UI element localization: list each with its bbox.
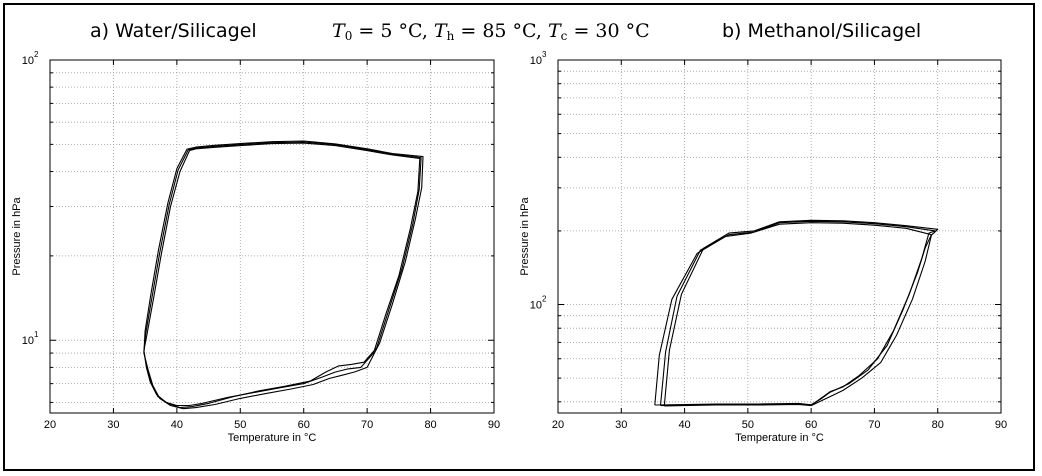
chart-b-series-line-3 [654, 222, 932, 406]
chart-a-series-line-3 [143, 140, 424, 410]
chart-b-ytick-exponent: 3 [542, 50, 547, 59]
chart-b-series-line-2 [659, 220, 936, 407]
chart-b-xtick-label: 80 [932, 419, 944, 431]
chart-b-y-axis-label: Pressure in hPa [519, 196, 531, 275]
chart-b-xtick-label: 40 [678, 419, 690, 431]
chart-a-xtick-label: 40 [171, 419, 183, 431]
chart-a-xtick-label: 70 [361, 419, 373, 431]
chart-b-xtick-label: 30 [615, 419, 627, 431]
conditions-label: T0 = 5 °C, Th = 85 °C, Tc = 30 °C [332, 20, 650, 43]
chart-a-xtick-label: 30 [107, 419, 119, 431]
chart-a-xtick-label: 80 [424, 419, 436, 431]
chart-b-ytick-label: 10 [530, 300, 542, 312]
chart-b-ytick-label: 10 [530, 55, 542, 67]
chart-a-xtick-label: 60 [298, 419, 310, 431]
chart-b-xtick-label: 70 [868, 419, 880, 431]
chart-b-xtick-label: 60 [805, 419, 817, 431]
chart-b-plot-area [557, 59, 1002, 414]
chart-a-ytick-label: 10 [22, 55, 34, 67]
chart-a-ytick-exponent: 2 [34, 50, 39, 59]
chart-a-series-line-1 [143, 142, 421, 407]
figure-frame [3, 3, 1035, 471]
chart-b-xtick-label: 50 [742, 419, 754, 431]
chart-a-title: a) Water/Silicagel [90, 20, 257, 42]
chart-a-xtick-label: 90 [488, 419, 500, 431]
chart-b-ytick-exponent: 2 [542, 295, 547, 304]
chart-b-xtick-label: 20 [552, 419, 564, 431]
chart-a-series-line-2 [143, 141, 422, 409]
chart-a-ytick-exponent: 1 [34, 330, 39, 339]
chart-a-y-axis-label: Pressure in hPa [11, 196, 23, 275]
chart-a-ytick-label: 10 [22, 335, 34, 347]
chart-b-xtick-label: 90 [995, 419, 1007, 431]
chart-b-title: b) Methanol/Silicagel [722, 20, 922, 42]
chart-a-xtick-label: 20 [44, 419, 56, 431]
chart-b-x-axis-label: Temperature in °C [735, 432, 824, 444]
chart-a-plot-area [49, 59, 495, 414]
chart-a-xtick-label: 50 [234, 419, 246, 431]
chart-a-x-axis-label: Temperature in °C [228, 432, 317, 444]
